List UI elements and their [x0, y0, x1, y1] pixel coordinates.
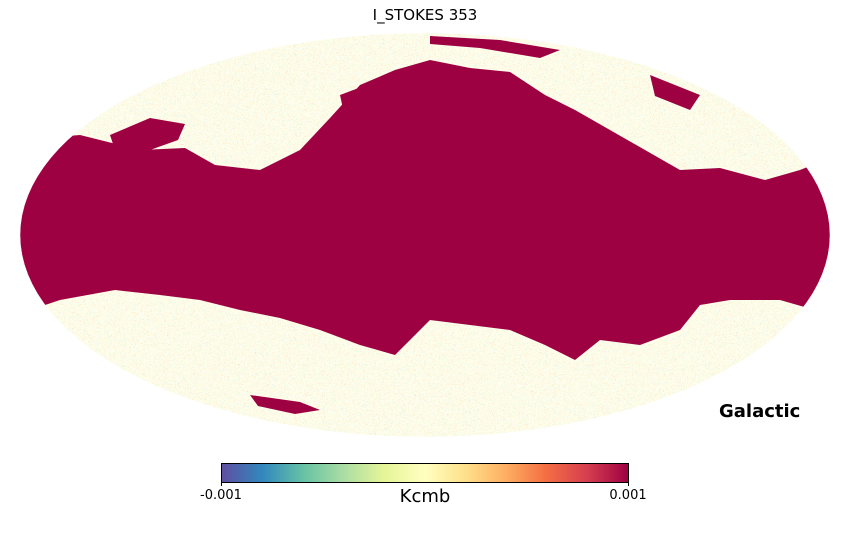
colorbar-max-label: 0.001	[609, 488, 647, 503]
colorbar-max-tick	[628, 481, 629, 486]
colorbar-unit-label: Kcmb	[399, 486, 451, 507]
map-boundary	[19, 32, 831, 438]
saturated-dust-regions	[20, 36, 830, 414]
colorbar-min-tick	[221, 481, 222, 486]
colorbar-min-label: -0.001	[200, 488, 242, 503]
map-title: I_STOKES 353	[372, 6, 478, 24]
colorbar	[221, 463, 629, 483]
colorbar-gradient	[222, 464, 628, 482]
coordinate-system-label: Galactic	[719, 401, 801, 422]
